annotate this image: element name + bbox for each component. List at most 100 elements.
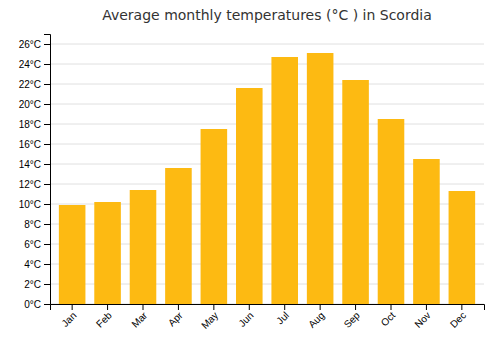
x-tick-mark xyxy=(249,304,250,310)
y-tick-label: 2°C xyxy=(24,279,41,290)
y-tick-label: 22°C xyxy=(19,79,41,90)
y-tick: 20°C xyxy=(19,99,50,110)
y-tick-mark xyxy=(44,44,50,45)
x-axis-line xyxy=(51,305,485,311)
bar xyxy=(271,57,298,304)
x-tick-mark xyxy=(355,304,356,310)
y-tick: 14°C xyxy=(19,159,50,170)
x-tick-mark xyxy=(426,304,427,310)
bar xyxy=(165,168,192,304)
x-axis: Jan Feb Mar Apr May Jun Jul Aug Sep Oct Nov Dec xyxy=(51,304,485,331)
y-tick: 10°C xyxy=(19,199,50,210)
y-tick-mark xyxy=(44,64,50,65)
bar xyxy=(94,202,121,304)
y-tick-mark xyxy=(44,244,50,245)
grid xyxy=(50,44,484,304)
bar xyxy=(236,88,263,304)
plot-area xyxy=(59,53,475,304)
x-tick-label: Sep xyxy=(342,309,363,330)
x-tick-mark xyxy=(72,304,73,310)
y-tick: 16°C xyxy=(19,139,50,150)
y-tick-mark xyxy=(44,264,50,265)
y-tick-label: 10°C xyxy=(19,199,41,210)
bar xyxy=(342,80,369,304)
y-tick-mark xyxy=(44,304,50,305)
x-tick-mark xyxy=(107,304,108,310)
y-tick-label: 26°C xyxy=(19,39,41,50)
y-tick: 24°C xyxy=(19,59,50,70)
bar xyxy=(59,205,86,304)
x-tick: May xyxy=(199,304,220,331)
y-tick: 18°C xyxy=(19,119,50,130)
bar xyxy=(130,190,157,304)
y-tick: 22°C xyxy=(19,79,50,90)
y-tick-label: 8°C xyxy=(24,219,41,230)
x-tick-label: Aug xyxy=(306,310,326,330)
y-tick-mark xyxy=(44,224,50,225)
y-tick-mark xyxy=(44,284,50,285)
y-tick-label: 12°C xyxy=(19,179,41,190)
y-tick: 4°C xyxy=(24,259,50,270)
x-tick-label: Apr xyxy=(166,309,185,328)
x-tick-mark xyxy=(213,304,214,310)
y-tick-label: 0°C xyxy=(24,299,41,310)
bar xyxy=(413,159,440,304)
x-tick: Aug xyxy=(306,304,326,330)
y-tick: 0°C xyxy=(24,299,50,310)
x-tick-label: May xyxy=(199,310,220,331)
x-tick-label: Oct xyxy=(379,310,398,329)
x-tick: Jun xyxy=(236,304,255,329)
x-tick: Dec xyxy=(448,304,468,330)
y-tick-label: 4°C xyxy=(24,259,41,270)
y-tick-mark xyxy=(44,104,50,105)
bar xyxy=(378,119,405,304)
x-tick: Feb xyxy=(94,304,114,330)
x-tick-mark xyxy=(284,304,285,310)
y-tick-mark xyxy=(44,124,50,125)
x-tick: Mar xyxy=(129,304,149,330)
x-tick: Oct xyxy=(379,304,398,328)
y-tick: 8°C xyxy=(24,219,50,230)
title: Average monthly temperatures (°C ) in Sc… xyxy=(102,7,432,23)
y-axis-line xyxy=(44,35,51,305)
x-tick-mark xyxy=(178,304,179,310)
y-tick-mark xyxy=(44,204,50,205)
grid-line xyxy=(50,104,484,105)
x-tick-label: Jun xyxy=(236,310,255,329)
y-tick: 26°C xyxy=(19,39,50,50)
x-tick-mark xyxy=(143,304,144,310)
bar xyxy=(307,53,334,304)
grid-line xyxy=(50,144,484,145)
y-tick: 12°C xyxy=(19,179,50,190)
x-tick-label: Dec xyxy=(448,310,468,330)
x-tick-label: Jul xyxy=(274,310,291,327)
y-tick-mark xyxy=(44,184,50,185)
x-tick-mark xyxy=(320,304,321,310)
bar xyxy=(201,129,228,304)
bar xyxy=(449,191,476,304)
x-tick-label: Mar xyxy=(129,309,149,329)
x-tick: Sep xyxy=(342,304,363,330)
y-tick: 2°C xyxy=(24,279,50,290)
x-tick: Nov xyxy=(412,304,432,330)
y-tick-mark xyxy=(44,84,50,85)
x-tick-label: Nov xyxy=(412,310,432,330)
y-tick-label: 14°C xyxy=(19,159,41,170)
x-tick: Jul xyxy=(274,304,291,326)
y-tick-label: 6°C xyxy=(24,239,41,250)
x-tick-label: Feb xyxy=(94,309,114,329)
grid-line xyxy=(50,44,484,45)
grid-line xyxy=(50,84,484,85)
grid-line xyxy=(50,64,484,65)
grid-line xyxy=(50,124,484,125)
y-tick-mark xyxy=(44,144,50,145)
y-tick-mark xyxy=(44,164,50,165)
y-tick: 6°C xyxy=(24,239,50,250)
chart: 0°C 2°C 4°C 6°C 8°C 10°C 12°C 14°C 16°C 18°C 20°C 2… xyxy=(0,0,500,350)
y-axis: 0°C 2°C 4°C 6°C 8°C 10°C 12°C 14°C 16°C 18°C 20°C 2… xyxy=(19,35,51,310)
x-tick-mark xyxy=(461,304,462,310)
x-tick: Jan xyxy=(59,304,78,329)
x-tick: Apr xyxy=(166,304,185,328)
y-tick-label: 18°C xyxy=(19,119,41,130)
y-tick-label: 16°C xyxy=(19,139,41,150)
